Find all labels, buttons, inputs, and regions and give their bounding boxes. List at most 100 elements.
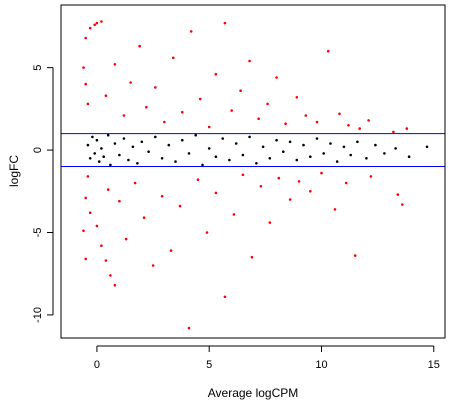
data-point-0-47 [349, 153, 353, 157]
data-point-1-48 [109, 274, 112, 277]
y-tick-label-0: -10 [32, 307, 44, 323]
x-tick-label-0: 0 [94, 359, 100, 371]
data-point-1-51 [118, 199, 121, 203]
data-point-1-49 [113, 283, 117, 287]
data-point-0-24 [194, 133, 197, 137]
data-point-0-37 [282, 150, 285, 153]
data-point-1-50 [106, 188, 110, 191]
data-point-1-3 [95, 21, 99, 25]
data-point-0-14 [131, 145, 135, 149]
x-axis-title: Average logCPM [208, 386, 299, 400]
data-point-0-2 [91, 135, 94, 139]
data-point-1-71 [297, 180, 301, 183]
data-point-0-6 [100, 147, 103, 150]
data-point-0-16 [140, 140, 144, 144]
data-point-0-3 [93, 152, 96, 155]
data-point-1-60 [196, 178, 200, 181]
data-point-1-15 [163, 120, 166, 124]
data-point-1-13 [145, 105, 148, 109]
x-tick-label-1: 5 [206, 359, 212, 371]
data-point-1-63 [223, 295, 227, 299]
data-point-1-69 [277, 176, 281, 180]
data-point-1-21 [214, 72, 218, 76]
data-point-1-12 [138, 44, 141, 48]
data-point-1-28 [275, 76, 278, 79]
data-point-0-40 [302, 143, 305, 147]
data-point-1-8 [104, 94, 108, 97]
data-point-0-18 [154, 135, 157, 139]
data-point-1-25 [248, 59, 251, 63]
data-point-0-13 [127, 158, 130, 162]
data-point-0-5 [97, 160, 101, 163]
data-point-0-9 [109, 163, 112, 167]
data-point-0-45 [335, 160, 339, 163]
y-axis: -10 -5 0 5 [32, 65, 54, 323]
data-point-1-53 [133, 181, 137, 185]
data-point-1-54 [142, 216, 146, 219]
data-point-1-62 [214, 191, 218, 195]
data-point-1-59 [187, 326, 191, 330]
data-point-1-11 [129, 81, 132, 84]
data-point-0-28 [221, 137, 224, 140]
data-point-1-45 [95, 224, 99, 228]
data-point-1-56 [160, 194, 164, 198]
data-point-0-27 [214, 155, 218, 158]
data-point-1-68 [268, 221, 272, 224]
y-axis-title: logFC [7, 155, 21, 187]
data-point-0-23 [187, 152, 191, 155]
data-point-1-76 [353, 254, 357, 257]
data-point-1-5 [82, 66, 85, 69]
data-point-1-55 [151, 264, 155, 267]
data-point-1-9 [113, 63, 117, 66]
data-point-1-47 [104, 259, 108, 262]
data-point-1-27 [266, 102, 269, 106]
data-point-0-39 [295, 158, 299, 162]
data-point-1-41 [84, 196, 87, 200]
y-tick-label-2: 0 [32, 147, 44, 153]
data-point-0-34 [261, 145, 265, 149]
data-point-1-7 [86, 102, 90, 106]
data-point-1-37 [367, 119, 370, 122]
data-point-1-20 [207, 125, 211, 129]
data-point-1-66 [250, 255, 254, 259]
data-point-1-30 [295, 96, 299, 99]
data-point-0-21 [174, 160, 177, 163]
data-point-0-42 [315, 137, 319, 140]
data-point-1-70 [288, 198, 292, 201]
data-point-1-67 [259, 185, 263, 188]
data-point-1-61 [205, 231, 209, 234]
data-point-1-57 [169, 249, 173, 252]
data-point-0-7 [102, 155, 105, 158]
data-point-1-65 [241, 173, 245, 177]
data-point-0-0 [86, 143, 90, 147]
x-tick-label-2: 10 [315, 359, 327, 371]
data-point-0-20 [167, 143, 171, 147]
data-point-1-10 [122, 114, 126, 117]
data-point-0-54 [425, 145, 429, 149]
data-point-0-49 [365, 157, 368, 160]
plot-frame [60, 4, 446, 339]
data-point-0-32 [248, 135, 251, 139]
data-point-0-4 [95, 138, 99, 142]
data-point-1-64 [232, 213, 236, 216]
x-axis: 0 5 10 15 [94, 345, 440, 371]
data-point-1-78 [396, 193, 400, 196]
data-point-1-6 [84, 82, 87, 86]
data-point-1-75 [344, 181, 348, 185]
data-point-0-44 [329, 142, 332, 145]
data-point-0-33 [255, 162, 258, 165]
data-point-1-26 [257, 117, 260, 120]
data-point-0-25 [201, 163, 204, 167]
data-point-1-46 [100, 244, 103, 247]
data-point-0-52 [394, 147, 397, 150]
data-point-0-10 [113, 142, 117, 145]
data-point-1-40 [86, 175, 90, 178]
data-point-0-36 [275, 138, 278, 142]
data-point-1-23 [230, 109, 233, 112]
data-point-1-43 [84, 257, 87, 261]
data-point-1-31 [304, 114, 308, 117]
data-point-1-22 [223, 21, 227, 25]
data-point-0-30 [234, 142, 238, 145]
data-point-1-18 [189, 30, 193, 33]
data-point-1-38 [392, 130, 395, 134]
